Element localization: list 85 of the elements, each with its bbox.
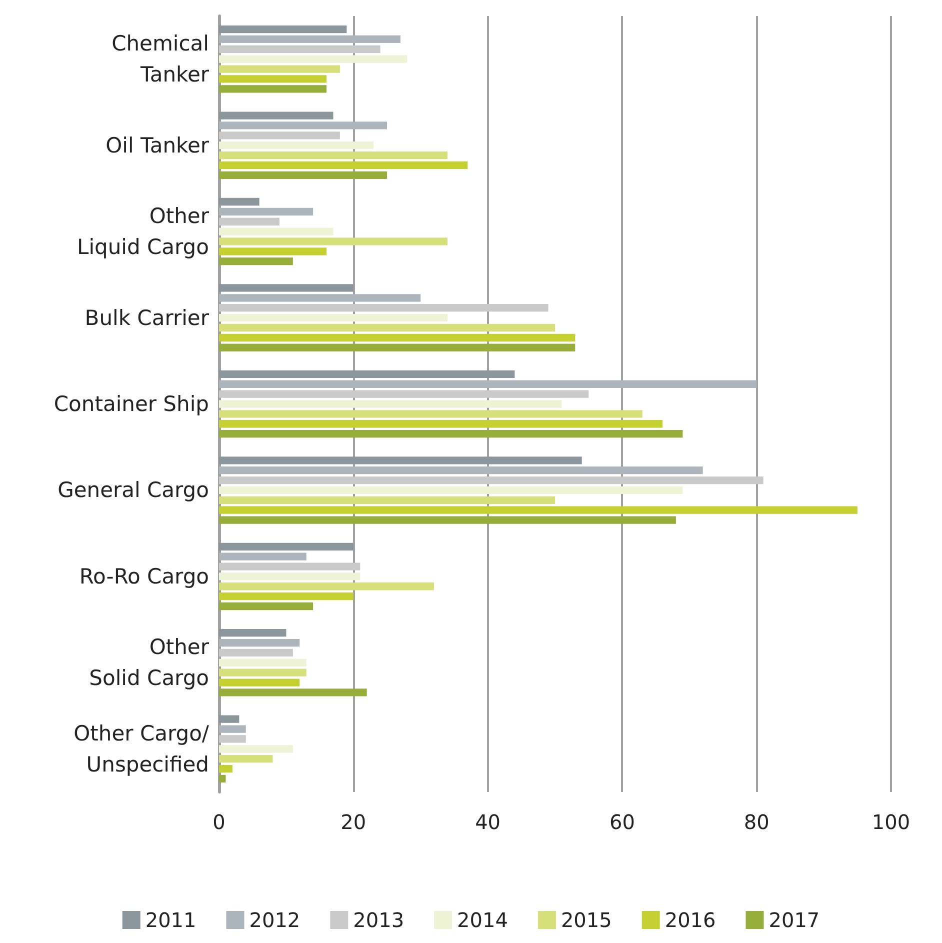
bar bbox=[219, 668, 306, 676]
legend-label: 2015 bbox=[560, 908, 612, 932]
bar bbox=[219, 344, 576, 352]
y-tick-label: General Cargo bbox=[58, 478, 209, 502]
bar bbox=[219, 400, 562, 408]
bar bbox=[219, 304, 548, 312]
bar bbox=[219, 334, 576, 342]
bar bbox=[219, 430, 683, 438]
bar bbox=[219, 486, 683, 494]
bar bbox=[219, 161, 468, 170]
bar bbox=[219, 466, 703, 474]
legend-label: 2012 bbox=[249, 908, 300, 932]
legend-label: 2011 bbox=[145, 908, 196, 932]
bar bbox=[219, 218, 280, 226]
x-tick-label: 100 bbox=[872, 810, 910, 834]
x-tick-label: 80 bbox=[744, 810, 770, 834]
bar bbox=[219, 171, 387, 179]
bar bbox=[219, 582, 434, 590]
bar bbox=[219, 122, 387, 130]
legend-label: 2013 bbox=[353, 908, 404, 932]
y-tick-label: Oil Tanker bbox=[106, 133, 210, 158]
bar bbox=[219, 516, 676, 524]
bar bbox=[219, 324, 555, 332]
bar bbox=[219, 764, 232, 773]
bar bbox=[219, 314, 448, 322]
bar bbox=[219, 198, 260, 206]
x-tick-label: 0 bbox=[212, 810, 226, 834]
bar bbox=[219, 602, 314, 610]
bar bbox=[219, 208, 314, 216]
bar bbox=[219, 572, 360, 580]
bar bbox=[219, 238, 448, 246]
bar bbox=[219, 542, 354, 550]
bar bbox=[219, 258, 293, 266]
bar bbox=[219, 552, 306, 560]
bar bbox=[219, 456, 582, 464]
bar bbox=[219, 390, 589, 398]
bar bbox=[219, 638, 300, 647]
bar bbox=[219, 715, 240, 723]
legend-label: 2016 bbox=[664, 908, 716, 932]
bar bbox=[219, 678, 300, 686]
y-tick-label: Container Ship bbox=[54, 392, 209, 416]
bar bbox=[219, 132, 340, 140]
bar bbox=[219, 142, 374, 150]
bar bbox=[219, 65, 340, 73]
bar bbox=[219, 774, 226, 783]
bar bbox=[219, 294, 421, 302]
bar bbox=[219, 151, 448, 160]
x-tick-label: 60 bbox=[609, 810, 635, 834]
bar bbox=[219, 370, 515, 378]
legend-label: 2014 bbox=[457, 908, 508, 932]
y-tick-label: Chemical Tanker bbox=[112, 32, 210, 87]
bar bbox=[219, 688, 367, 696]
bar bbox=[219, 592, 354, 600]
y-tick-label: Other Liquid Cargo bbox=[77, 204, 210, 260]
bar bbox=[219, 755, 273, 763]
bar bbox=[219, 284, 354, 292]
bar bbox=[219, 658, 306, 666]
bar bbox=[219, 410, 642, 418]
legend-label: 2017 bbox=[768, 908, 820, 932]
x-tick-label: 40 bbox=[475, 810, 501, 834]
bar bbox=[219, 112, 334, 120]
bar bbox=[219, 420, 663, 428]
bar bbox=[219, 75, 327, 83]
bar bbox=[219, 648, 293, 657]
bar bbox=[219, 25, 347, 34]
bar bbox=[219, 476, 764, 484]
bar bbox=[219, 496, 555, 504]
y-tick-label: Bulk Carrier bbox=[84, 306, 210, 330]
bar bbox=[219, 562, 360, 570]
bar bbox=[219, 725, 246, 733]
bar bbox=[219, 45, 380, 53]
x-tick-label: 20 bbox=[340, 810, 366, 834]
bar bbox=[219, 380, 757, 388]
bar bbox=[219, 506, 858, 514]
bar bbox=[219, 745, 293, 753]
bar bbox=[219, 629, 286, 637]
bar bbox=[219, 35, 400, 44]
y-tick-label: Ro-Ro Cargo bbox=[79, 564, 209, 588]
bar bbox=[219, 248, 327, 256]
bar bbox=[219, 735, 246, 743]
bar bbox=[219, 55, 408, 63]
y-tick-label: Other Solid Cargo bbox=[89, 635, 210, 690]
bar bbox=[219, 228, 334, 236]
bar bbox=[219, 85, 327, 93]
y-tick-label: Other Cargo/ Unspecified bbox=[74, 721, 210, 776]
